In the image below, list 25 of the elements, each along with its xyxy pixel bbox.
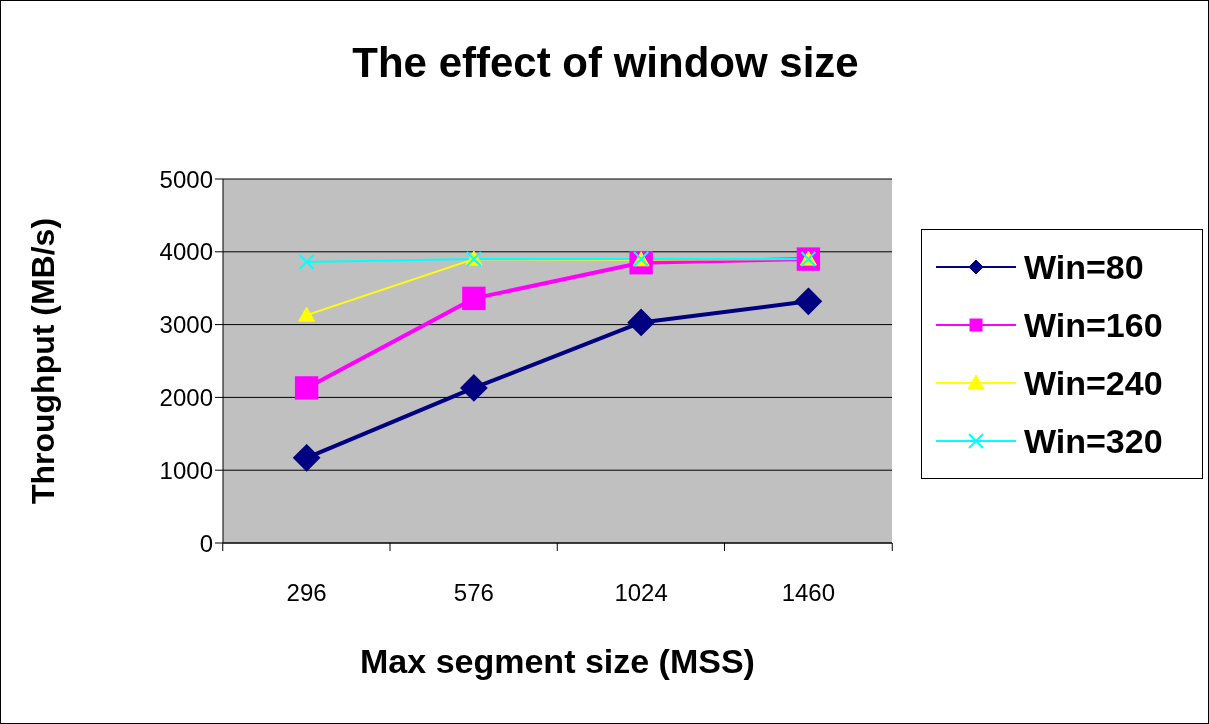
legend-label: Win=80 (1024, 247, 1144, 287)
legend-label: Win=320 (1024, 421, 1163, 461)
point (293, 444, 321, 472)
y-tick-label: 2000 (159, 383, 213, 411)
point (460, 374, 488, 402)
point (794, 287, 822, 315)
y-axis-title: Throughput (MB/s) (25, 217, 62, 505)
y-tick-label: 3000 (159, 311, 213, 339)
point (462, 286, 486, 311)
y-tick-label: 1000 (159, 456, 213, 484)
x-axis-title: Max segment size (MSS) (360, 642, 755, 680)
y-tick-label: 5000 (159, 165, 213, 193)
point (298, 253, 315, 270)
x-tick-label: 296 (286, 579, 327, 606)
legend-label: Win=160 (1024, 305, 1163, 345)
legend-label: Win=240 (1024, 363, 1163, 403)
point (298, 306, 316, 322)
chart-title: The effect of window size (351, 39, 860, 87)
y-tick-label: 4000 (159, 238, 213, 266)
x-tick-label: 1024 (614, 579, 668, 606)
y-tick-label: 0 (199, 529, 213, 557)
point (294, 376, 319, 400)
x-tick-label: 1460 (781, 579, 836, 606)
point (627, 308, 655, 336)
x-tick-label: 576 (453, 579, 494, 606)
